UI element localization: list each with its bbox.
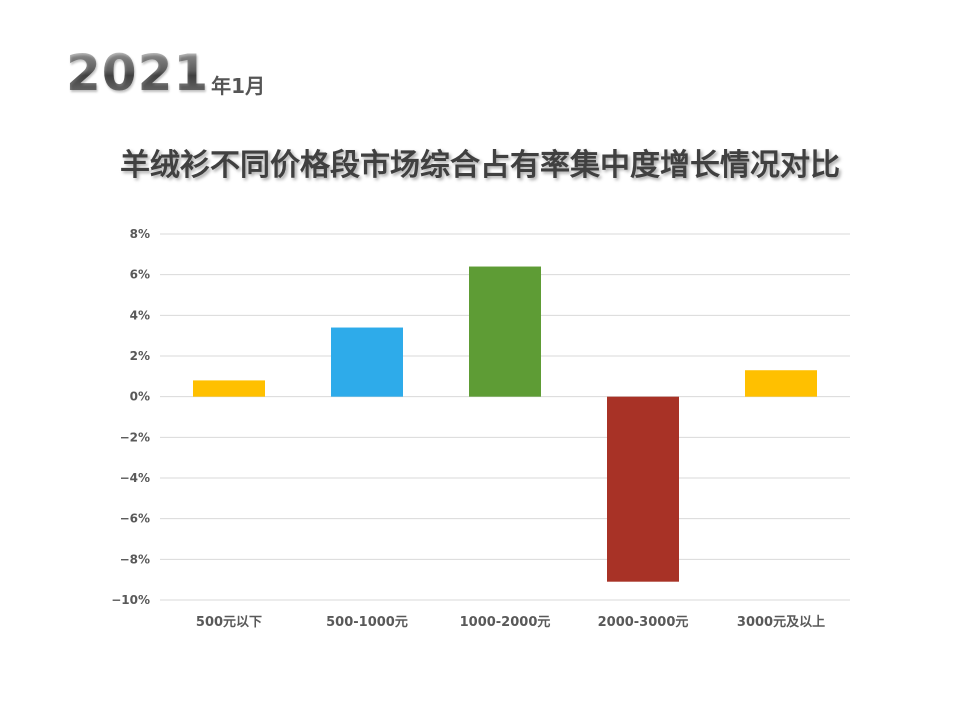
- year-text: 2021: [66, 44, 210, 102]
- y-tick-label: 0%: [130, 390, 150, 404]
- y-tick-label: 2%: [130, 349, 150, 363]
- bar: [607, 396, 679, 582]
- bar: [469, 266, 541, 397]
- year-heading: 2021 年1月: [66, 48, 265, 98]
- y-axis: 8% 6% 4% 2% 0% −2% −4% −6% −8% −10%: [111, 227, 150, 607]
- y-tick-label: −2%: [120, 430, 150, 444]
- x-tick-label: 500元以下: [196, 615, 262, 630]
- bar: [331, 327, 403, 397]
- x-tick-label: 3000元及以上: [737, 615, 825, 630]
- x-tick-label: 2000-3000元: [598, 615, 689, 630]
- month-text: 年1月: [211, 74, 266, 98]
- bar: [745, 370, 817, 397]
- y-tick-label: −4%: [120, 471, 150, 485]
- chart-title: 羊绒衫不同价格段市场综合占有率集中度增长情况对比: [120, 148, 840, 183]
- x-tick-label: 500-1000元: [326, 615, 408, 630]
- y-tick-label: 4%: [130, 308, 150, 322]
- x-tick-label: 1000-2000元: [460, 615, 551, 630]
- y-tick-label: 6%: [130, 268, 150, 282]
- x-axis: 500元以下 500-1000元 1000-2000元 2000-3000元 3000元…: [196, 615, 825, 630]
- bars: [193, 266, 817, 582]
- y-tick-label: −10%: [111, 593, 150, 607]
- y-tick-label: 8%: [130, 227, 150, 241]
- bar: [193, 380, 265, 397]
- y-tick-label: −6%: [120, 512, 150, 526]
- y-tick-label: −8%: [120, 552, 150, 566]
